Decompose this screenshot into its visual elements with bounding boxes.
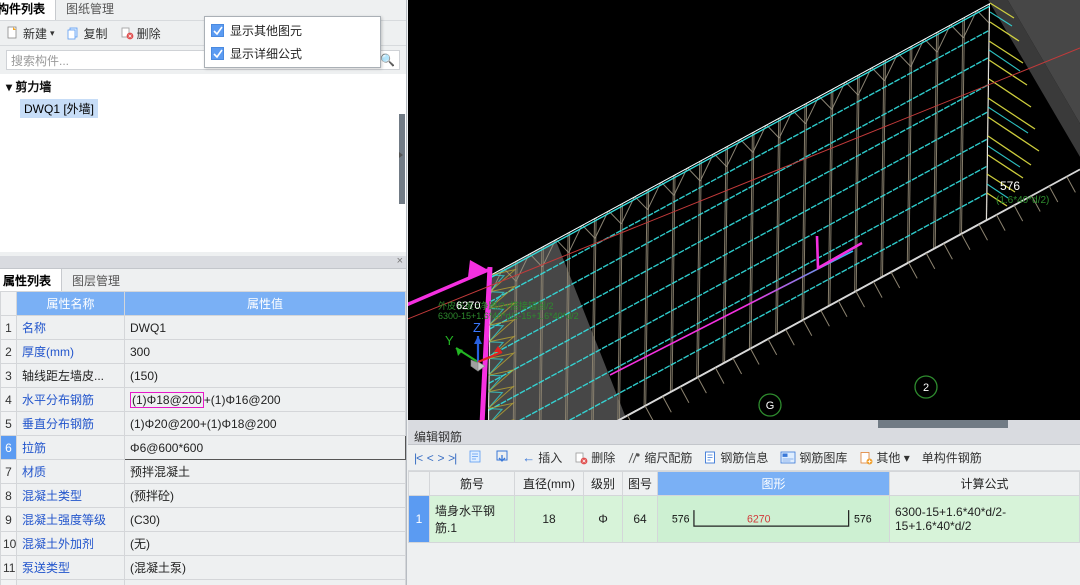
svg-text:2: 2 <box>923 382 929 394</box>
svg-text:576: 576 <box>672 514 690 526</box>
svg-text:576: 576 <box>1000 179 1020 193</box>
svg-text:6300-15+1.6*40*d/2-15+1.6*40*d: 6300-15+1.6*40*d/2-15+1.6*40*d/2 <box>438 311 579 321</box>
svg-text:6270: 6270 <box>747 514 771 526</box>
svg-text:(1.6*40*d/2): (1.6*40*d/2) <box>996 195 1049 206</box>
svg-text:G: G <box>766 400 775 412</box>
svg-text:576: 576 <box>854 514 872 526</box>
svg-text:Z: Z <box>473 320 481 335</box>
svg-text:6270: 6270 <box>456 300 480 312</box>
svg-text:Y: Y <box>445 333 454 348</box>
